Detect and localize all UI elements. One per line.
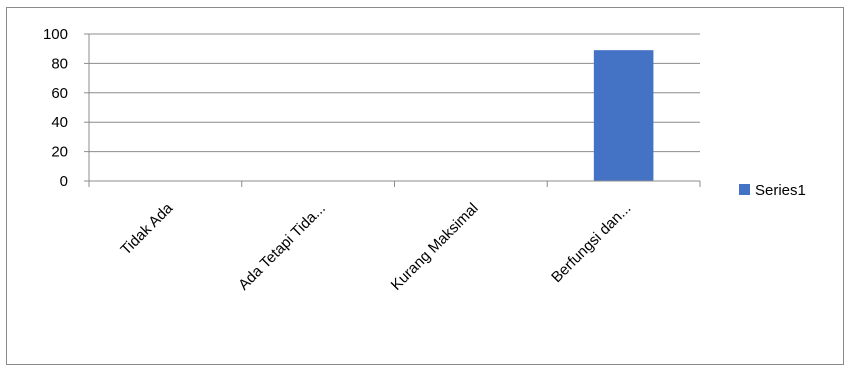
y-tick-labels: 0 20 40 60 80 100 — [43, 26, 68, 190]
axes — [88, 34, 701, 187]
y-tick-label-20: 20 — [51, 144, 68, 161]
legend-label-series1: Series1 — [755, 182, 806, 199]
x-category-label-1: Tidak Ada — [117, 199, 176, 258]
x-category-label-4: Berfungsi dan... — [548, 200, 634, 286]
y-tick-label-40: 40 — [51, 114, 68, 131]
chart-frame — [6, 7, 844, 365]
y-tick-label-0: 0 — [60, 173, 68, 190]
x-category-labels: Tidak Ada Ada Tetapi Tida... Kurang Maksim… — [117, 199, 634, 293]
x-category-label-2: Ada Tetapi Tida... — [235, 200, 329, 294]
y-tick-label-80: 80 — [51, 55, 68, 72]
legend: Series1 — [739, 182, 806, 199]
y-tick-label-100: 100 — [43, 26, 68, 43]
y-tick-label-60: 60 — [51, 85, 68, 102]
bars — [593, 50, 654, 181]
legend-swatch-series1 — [739, 184, 750, 195]
x-category-label-3: Kurang Maksimal — [388, 200, 482, 294]
bar-4 — [593, 50, 654, 181]
